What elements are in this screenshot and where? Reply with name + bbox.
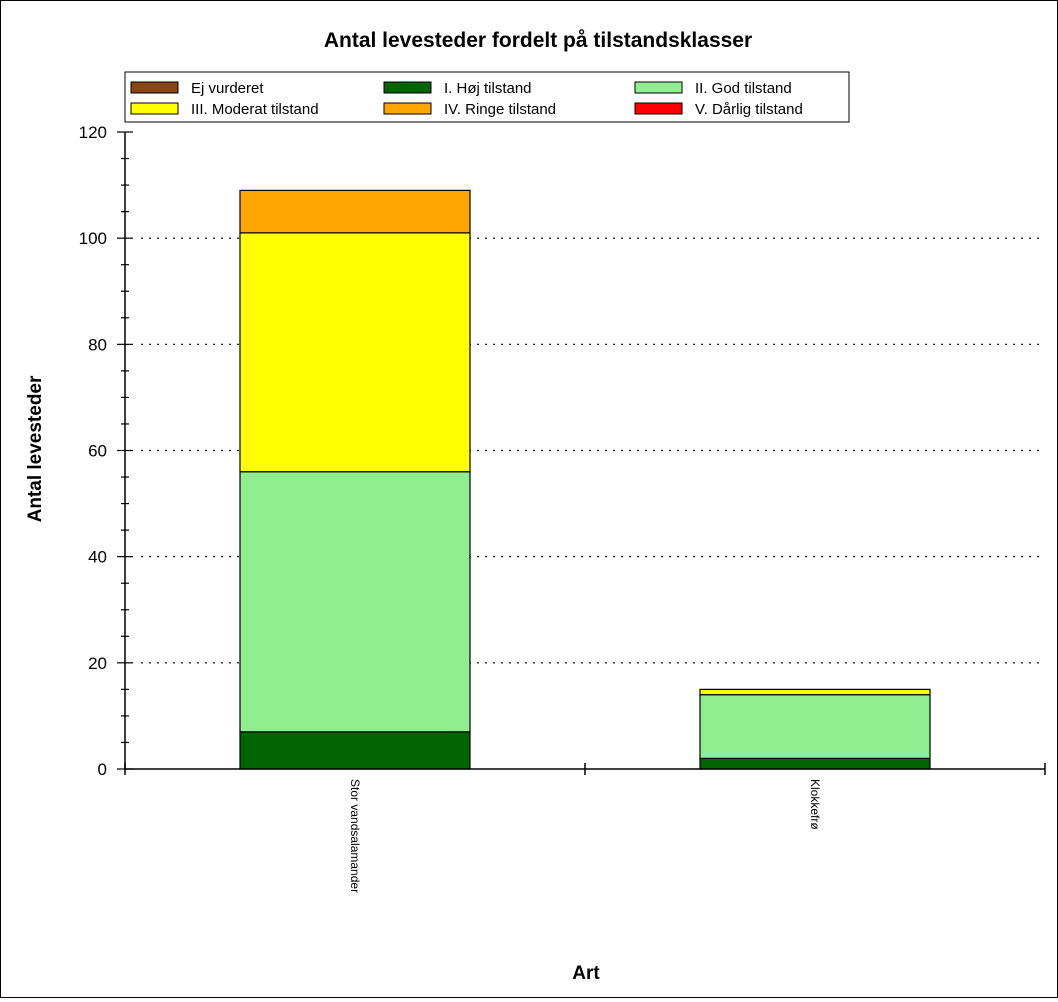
bar-segment [699, 694, 931, 759]
legend-label: II. God tilstand [695, 80, 792, 97]
bar-segment [699, 757, 931, 770]
legend-swatch [130, 102, 179, 115]
legend-label: V. Dårlig tilstand [695, 101, 803, 118]
y-tick-label: 40 [88, 548, 107, 567]
y-tick-label: 100 [79, 229, 107, 248]
y-axis-title: Antal levesteder [25, 375, 46, 522]
legend-label: IV. Ringe tilstand [444, 101, 556, 118]
category-label: Stor vandsalamander [348, 779, 362, 893]
bar-segment [239, 189, 471, 234]
x-axis-title: Art [572, 963, 600, 984]
category-labels: Stor vandsalamander Klokkefrø [348, 779, 822, 893]
y-tick-label: 120 [79, 123, 107, 142]
bar-segment [239, 471, 471, 733]
legend-swatch [634, 102, 683, 115]
category-label: Klokkefrø [808, 779, 822, 830]
y-tick-label: 80 [88, 335, 107, 354]
legend-label: Ej vurderet [191, 80, 264, 97]
y-tick-label: 0 [98, 760, 107, 779]
legend-label: III. Moderat tilstand [191, 101, 319, 118]
legend-swatch [383, 81, 432, 94]
legend: Ej vurderet I. Høj tilstand II. God tilsta… [124, 71, 850, 123]
axes [117, 131, 1046, 775]
y-tick-label: 20 [88, 654, 107, 673]
gridlines [141, 237, 1045, 664]
bar-segment [239, 731, 471, 770]
legend-swatch [383, 102, 432, 115]
y-tick-label: 60 [88, 442, 107, 461]
legend-swatch [130, 81, 179, 94]
chart-title: Antal levesteder fordelt på tilstandskla… [324, 29, 752, 52]
legend-swatch [634, 81, 683, 94]
legend-label: I. Høj tilstand [444, 80, 532, 97]
bar-segment [699, 688, 931, 696]
tick-labels: 0 20 40 60 80 100 120 [79, 123, 107, 779]
legend-box [124, 71, 850, 123]
bars [239, 189, 931, 770]
bar-segment [239, 232, 471, 473]
